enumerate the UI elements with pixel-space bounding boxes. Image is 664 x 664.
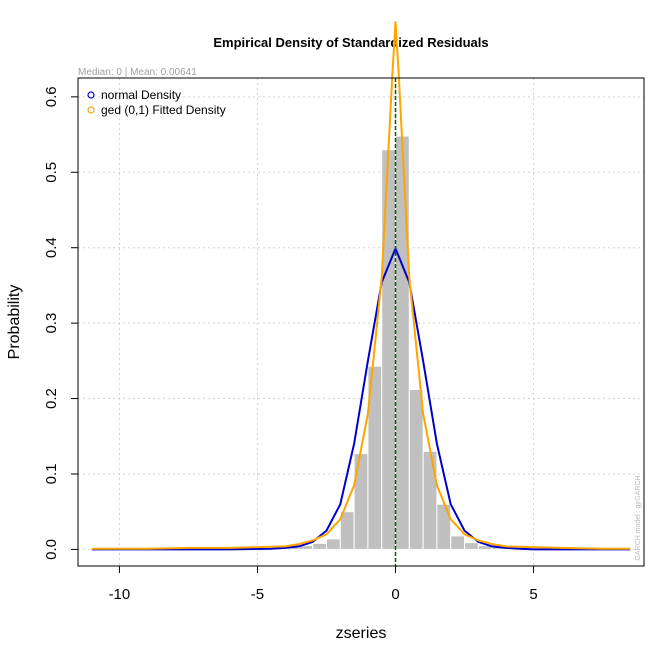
histogram-bar (395, 135, 410, 550)
y-axis: 0.0 0.1 0.2 0.3 0.4 0.5 0.6 (43, 86, 78, 560)
x-tick-label: 5 (529, 586, 537, 603)
histogram-bar (422, 450, 438, 550)
chart-title: Empirical Density of Standardized Residu… (213, 35, 488, 50)
grid-lines (78, 78, 644, 566)
x-axis: -10 -5 0 5 (109, 566, 538, 603)
legend-marker (87, 106, 95, 114)
y-tick-label: 0.6 (43, 86, 60, 107)
density-lines (91, 21, 631, 551)
plot-frame (77, 77, 645, 567)
histogram-bar (381, 149, 397, 550)
x-axis-label: zseries (336, 625, 387, 642)
x-tick-label: -10 (109, 586, 131, 603)
histogram-bars (91, 135, 631, 550)
histogram-bar (464, 542, 479, 550)
chart-subtitle: Median: 0 | Mean: 0.00641 (78, 67, 197, 78)
histogram-bar (436, 503, 452, 550)
legend-label: normal Density (101, 88, 181, 102)
histogram-bar (408, 389, 424, 550)
y-tick-label: 0.3 (43, 313, 60, 334)
legend-marker (87, 91, 95, 99)
density-line (91, 21, 631, 550)
histogram-bar (450, 535, 466, 550)
footer-model-text: GARCH model : gjrGARCH (635, 475, 642, 560)
y-tick-label: 0.5 (43, 162, 60, 183)
y-tick-label: 0.1 (43, 464, 60, 485)
histogram-bar (353, 453, 369, 550)
x-tick-label: -5 (251, 586, 264, 603)
y-tick-label: 0.2 (43, 388, 60, 409)
legend-label: ged (0,1) Fitted Density (101, 103, 226, 117)
histogram-bar (339, 511, 355, 550)
histogram-bar (325, 538, 341, 550)
density-line (91, 245, 631, 551)
y-axis-label: Probability (6, 285, 23, 360)
x-tick-label: 0 (391, 586, 399, 603)
y-tick-label: 0.0 (43, 539, 60, 560)
y-tick-label: 0.4 (43, 237, 60, 258)
histogram-bar (312, 542, 327, 550)
